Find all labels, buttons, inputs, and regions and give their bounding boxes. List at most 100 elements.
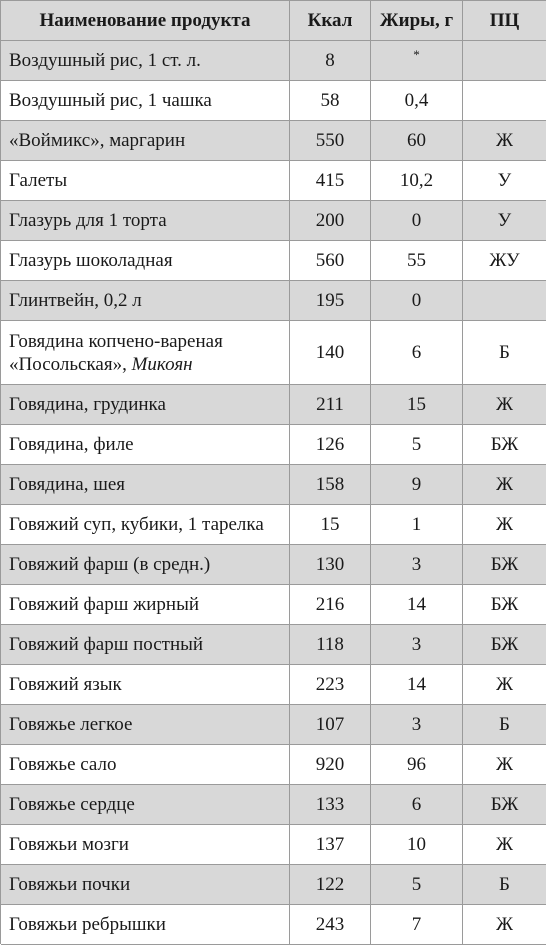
row-group: Ж <box>463 745 546 784</box>
row-name: Глинтвейн, 0,2 л <box>1 281 290 320</box>
row-group: Ж <box>463 905 546 944</box>
row-group: У <box>463 161 546 200</box>
row-name: Говяжий фарш (в средн.) <box>1 545 290 584</box>
row-fat: 10 <box>371 825 463 864</box>
row-name: «Воймикс», маргарин <box>1 121 290 160</box>
row-fat: 0 <box>371 281 463 320</box>
table-row: Говядина, шея 158 9 Ж <box>1 465 546 505</box>
row-kcal: 158 <box>290 465 371 504</box>
row-kcal: 216 <box>290 585 371 624</box>
row-fat: 5 <box>371 425 463 464</box>
row-group: Ж <box>463 385 546 424</box>
row-group: Б <box>463 321 546 384</box>
row-kcal: 58 <box>290 81 371 120</box>
row-kcal: 200 <box>290 201 371 240</box>
table-row: Воздушный рис, 1 ст. л. 8 * <box>1 41 546 81</box>
row-name: Говядина копчено-вареная «Посольская», М… <box>1 321 290 384</box>
table-row: Говяжий суп, кубики, 1 тарелка 15 1 Ж <box>1 505 546 545</box>
row-group: У <box>463 201 546 240</box>
row-fat: 6 <box>371 321 463 384</box>
row-fat: 55 <box>371 241 463 280</box>
row-name: Говяжий фарш постный <box>1 625 290 664</box>
row-kcal: 15 <box>290 505 371 544</box>
row-fat: 14 <box>371 585 463 624</box>
row-kcal: 137 <box>290 825 371 864</box>
table-row: Говяжьи мозги 137 10 Ж <box>1 825 546 865</box>
table-row: Говяжий язык 223 14 Ж <box>1 665 546 705</box>
row-group: Б <box>463 705 546 744</box>
row-name: Говядина, шея <box>1 465 290 504</box>
row-fat: 0,4 <box>371 81 463 120</box>
row-name: Говядина, грудинка <box>1 385 290 424</box>
row-group <box>463 281 546 320</box>
table-row: «Воймикс», маргарин 550 60 Ж <box>1 121 546 161</box>
row-kcal: 118 <box>290 625 371 664</box>
row-kcal: 920 <box>290 745 371 784</box>
row-kcal: 140 <box>290 321 371 384</box>
row-group: ЖУ <box>463 241 546 280</box>
row-fat: 6 <box>371 785 463 824</box>
table-row: Глазурь для 1 торта 200 0 У <box>1 201 546 241</box>
table-row: Говяжье сало 920 96 Ж <box>1 745 546 785</box>
row-name: Говяжий суп, кубики, 1 тарелка <box>1 505 290 544</box>
row-fat: 96 <box>371 745 463 784</box>
row-fat: 3 <box>371 545 463 584</box>
row-name: Говяжьи ребрышки <box>1 905 290 944</box>
table-row: Говяжий фарш постный 118 3 БЖ <box>1 625 546 665</box>
row-name: Говяжьи почки <box>1 865 290 904</box>
row-name: Воздушный рис, 1 чашка <box>1 81 290 120</box>
row-kcal: 243 <box>290 905 371 944</box>
table-row: Говядина копчено-вареная «Посольская», М… <box>1 321 546 385</box>
row-kcal: 550 <box>290 121 371 160</box>
row-kcal: 415 <box>290 161 371 200</box>
header-kcal: Ккал <box>290 1 371 40</box>
header-group: ПЦ <box>463 1 546 40</box>
row-group: Ж <box>463 121 546 160</box>
row-kcal: 223 <box>290 665 371 704</box>
table-row: Воздушный рис, 1 чашка 58 0,4 <box>1 81 546 121</box>
row-fat: 3 <box>371 625 463 664</box>
row-name: Говяжий фарш жирный <box>1 585 290 624</box>
row-kcal: 195 <box>290 281 371 320</box>
asterisk-mark: * <box>413 47 420 62</box>
row-name: Говяжье сердце <box>1 785 290 824</box>
row-group: БЖ <box>463 425 546 464</box>
row-name: Говяжий язык <box>1 665 290 704</box>
row-fat: 0 <box>371 201 463 240</box>
row-kcal: 133 <box>290 785 371 824</box>
table-row: Говяжий фарш жирный 216 14 БЖ <box>1 585 546 625</box>
row-name: Галеты <box>1 161 290 200</box>
row-group: БЖ <box>463 785 546 824</box>
row-group: Ж <box>463 465 546 504</box>
table-row: Говяжье легкое 107 3 Б <box>1 705 546 745</box>
table-row: Галеты 415 10,2 У <box>1 161 546 201</box>
row-kcal: 130 <box>290 545 371 584</box>
row-fat: 3 <box>371 705 463 744</box>
row-group: Ж <box>463 665 546 704</box>
table-row: Говяжьи ребрышки 243 7 Ж <box>1 905 546 945</box>
header-name: Наименование продукта <box>1 1 290 40</box>
row-group: Ж <box>463 505 546 544</box>
table-row: Говядина, грудинка 211 15 Ж <box>1 385 546 425</box>
row-group <box>463 41 546 80</box>
row-kcal: 8 <box>290 41 371 80</box>
table-row: Глазурь шоколадная 560 55 ЖУ <box>1 241 546 281</box>
row-group: БЖ <box>463 545 546 584</box>
row-fat: 10,2 <box>371 161 463 200</box>
row-fat: 14 <box>371 665 463 704</box>
row-fat: 60 <box>371 121 463 160</box>
row-name: Говядина, филе <box>1 425 290 464</box>
row-group: БЖ <box>463 585 546 624</box>
table-row: Глинтвейн, 0,2 л 195 0 <box>1 281 546 321</box>
row-fat: 9 <box>371 465 463 504</box>
row-name: Воздушный рис, 1 ст. л. <box>1 41 290 80</box>
row-name: Говяжье легкое <box>1 705 290 744</box>
table-header: Наименование продукта Ккал Жиры, г ПЦ <box>1 1 546 41</box>
row-name: Говяжье сало <box>1 745 290 784</box>
row-name-line1: Говядина копчено-вареная <box>9 330 223 352</box>
row-name: Глазурь для 1 торта <box>1 201 290 240</box>
table-row: Говяжье сердце 133 6 БЖ <box>1 785 546 825</box>
row-kcal: 107 <box>290 705 371 744</box>
table-row: Говяжий фарш (в средн.) 130 3 БЖ <box>1 545 546 585</box>
row-group: БЖ <box>463 625 546 664</box>
